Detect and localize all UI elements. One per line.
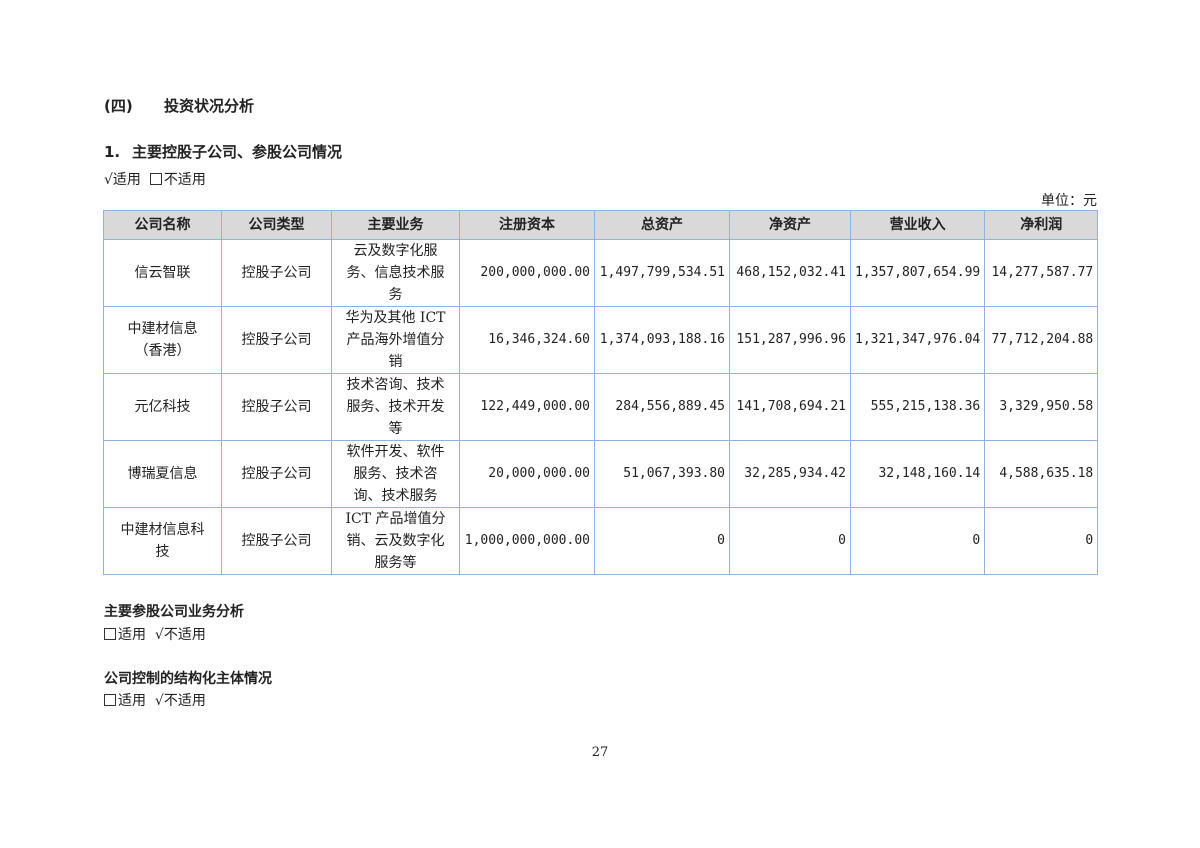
table-row: 元亿科技 控股子公司 技术咨询、技术 服务、技术开发 等 122,449,000.00… xyxy=(103,373,1099,441)
applicable-checked: √适用 xyxy=(104,172,141,188)
column-header: 公司名称 xyxy=(103,210,222,240)
cell-net-assets: 32,285,934.42 xyxy=(729,440,851,508)
unit-label: 单位：元 xyxy=(1041,193,1097,209)
section-number: (四) xyxy=(104,97,133,115)
cell-registered-capital: 16,346,324.60 xyxy=(459,306,595,374)
subsection-number: 1. xyxy=(104,143,121,161)
cell-total-assets: 51,067,393.80 xyxy=(594,440,730,508)
section-heading: (四) 投资状况分析 xyxy=(104,95,254,116)
table-row: 中建材信息科 技控股子公司 ICT 产品增值分 销、云及数字化 服务等 1,000,… xyxy=(103,507,1099,575)
table-row: 中建材信息 （香港） 控股子公司 华为及其他 ICT 产品海外增值分 销 16,346… xyxy=(103,306,1099,374)
checkbox-empty-icon xyxy=(104,694,116,706)
column-header: 主要业务 xyxy=(331,210,460,240)
subsection-heading: 1. 主要控股子公司、参股公司情况 xyxy=(104,141,342,162)
cell-type: 控股子公司 xyxy=(221,239,332,307)
cell-total-assets: 284,556,889.45 xyxy=(594,373,730,441)
page-number: 27 xyxy=(591,745,609,760)
column-header: 营业收入 xyxy=(849,210,986,240)
column-header: 净资产 xyxy=(729,210,851,240)
cell-registered-capital: 20,000,000.00 xyxy=(459,440,595,508)
cell-revenue: 555,215,138.36 xyxy=(849,373,986,441)
cell-net-assets: 151,287,996.96 xyxy=(729,306,851,374)
not-applicable-checked: √不适用 xyxy=(154,627,206,643)
cell-net-profit: 0 xyxy=(984,507,1099,575)
cell-revenue: 0 xyxy=(849,507,986,575)
table-header-row: 公司名称 公司类型 主要业务 注册资本 总资产 净资产 营业收入 净利润 xyxy=(103,210,1099,240)
subsection-title: 主要控股子公司、参股公司情况 xyxy=(132,143,343,161)
cell-net-profit: 77,712,204.88 xyxy=(984,306,1099,374)
cell-name: 中建材信息科 技 xyxy=(103,507,222,575)
applicable-label: 适用 xyxy=(118,693,146,709)
table-row: 博瑞夏信息 控股子公司 软件开发、软件 服务、技术咨 询、技术服务 20,000,00… xyxy=(103,440,1099,508)
cell-name: 中建材信息 （香港） xyxy=(103,306,222,374)
cell-net-profit: 3,329,950.58 xyxy=(984,373,1099,441)
cell-registered-capital: 200,000,000.00 xyxy=(459,239,595,307)
not-applicable-label: 不适用 xyxy=(163,172,206,188)
cell-net-assets: 468,152,032.41 xyxy=(729,239,851,307)
cell-type: 控股子公司 xyxy=(221,507,332,575)
cell-name: 博瑞夏信息 xyxy=(103,440,222,508)
cell-business: 华为及其他 ICT 产品海外增值分 销 xyxy=(331,306,460,374)
cell-registered-capital: 1,000,000,000.00 xyxy=(459,507,595,575)
cell-revenue: 1,357,807,654.99 xyxy=(849,239,986,307)
cell-business: 技术咨询、技术 服务、技术开发 等 xyxy=(331,373,460,441)
cell-type: 控股子公司 xyxy=(221,373,332,441)
not-applicable-checked: √不适用 xyxy=(154,693,206,709)
cell-name: 元亿科技 xyxy=(103,373,222,441)
cell-total-assets: 1,497,799,534.51 xyxy=(594,239,730,307)
cell-type: 控股子公司 xyxy=(221,440,332,508)
checkbox-empty-icon xyxy=(149,173,162,185)
applicable-label: 适用 xyxy=(118,627,146,643)
applicability-options: √适用 不适用 xyxy=(104,169,206,189)
cell-name: 信云智联 xyxy=(103,239,222,307)
cell-registered-capital: 122,449,000.00 xyxy=(459,373,595,441)
cell-net-profit: 14,277,587.77 xyxy=(984,239,1099,307)
cell-revenue: 1,321,347,976.04 xyxy=(849,306,986,374)
column-header: 注册资本 xyxy=(459,210,595,240)
cell-business: 云及数字化服 务、信息技术服 务 xyxy=(331,239,460,307)
cell-net-assets: 141,708,694.21 xyxy=(729,373,851,441)
cell-total-assets: 1,374,093,188.16 xyxy=(594,306,730,374)
subsidiaries-table: 公司名称 公司类型 主要业务 注册资本 总资产 净资产 营业收入 净利润 信云智联 控股子公司云… xyxy=(103,210,1099,575)
cell-revenue: 32,148,160.14 xyxy=(849,440,986,508)
structured-entities-options: 适用 √不适用 xyxy=(104,690,206,710)
column-header: 总资产 xyxy=(594,210,730,240)
structured-entities-title: 公司控制的结构化主体情况 xyxy=(104,671,272,687)
participating-analysis-title: 主要参股公司业务分析 xyxy=(104,604,244,620)
table-row: 信云智联 控股子公司 云及数字化服 务、信息技术服 务 200,000,000.00 1… xyxy=(103,239,1099,307)
cell-type: 控股子公司 xyxy=(221,306,332,374)
cell-total-assets: 0 xyxy=(594,507,730,575)
column-header: 净利润 xyxy=(984,210,1099,240)
cell-net-profit: 4,588,635.18 xyxy=(984,440,1099,508)
cell-business: 软件开发、软件 服务、技术咨 询、技术服务 xyxy=(331,440,460,508)
cell-net-assets: 0 xyxy=(729,507,851,575)
cell-business: ICT 产品增值分 销、云及数字化 服务等 xyxy=(331,507,460,575)
section-title: 投资状况分析 xyxy=(164,97,255,115)
column-header: 公司类型 xyxy=(221,210,332,240)
participating-analysis-options: 适用 √不适用 xyxy=(104,624,206,644)
checkbox-empty-icon xyxy=(104,628,116,640)
